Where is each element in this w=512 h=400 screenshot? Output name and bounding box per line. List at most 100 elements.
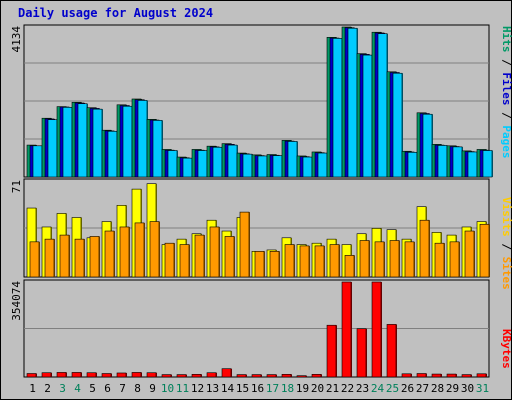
bar-kbytes-day-26 (401, 373, 412, 378)
bottom-panel-legend: KBytes (500, 329, 512, 369)
bar-kbytes-day-30 (461, 374, 472, 378)
bar-pages-day-17 (272, 155, 283, 178)
x-tick-label-day-20: 20 (311, 382, 324, 395)
bar-pages-day-18 (287, 141, 298, 178)
x-tick-label-day-17: 17 (266, 382, 279, 395)
bar-sites-day-19 (299, 245, 310, 278)
x-tick-label-day-30: 30 (461, 382, 474, 395)
bar-kbytes-day-9 (146, 372, 157, 378)
bar-pages-day-27 (422, 113, 433, 178)
bar-kbytes-day-25 (386, 324, 397, 378)
bar-pages-day-19 (302, 156, 313, 178)
bar-kbytes-day-24 (371, 281, 382, 378)
bar-kbytes-day-29 (446, 373, 457, 378)
bar-pages-day-23 (362, 54, 373, 178)
bar-sites-day-25 (389, 240, 400, 278)
bar-pages-day-4 (77, 103, 88, 178)
bar-kbytes-day-20 (311, 374, 322, 378)
middle-panel-legend: Visits / Sites (500, 197, 512, 290)
bar-kbytes-day-10 (161, 374, 172, 378)
bar-pages-day-7 (122, 105, 133, 178)
bar-kbytes-day-31 (476, 373, 487, 378)
bar-pages-day-24 (377, 33, 388, 178)
bar-sites-day-26 (404, 241, 415, 278)
bar-sites-day-24 (374, 241, 385, 278)
x-tick-label-day-6: 6 (104, 382, 111, 395)
bar-sites-day-28 (434, 242, 445, 278)
bar-sites-day-16 (254, 251, 265, 278)
bar-sites-day-27 (419, 219, 430, 278)
x-tick-label-day-15: 15 (236, 382, 249, 395)
bar-kbytes-day-3 (56, 372, 67, 378)
x-tick-label-day-3: 3 (59, 382, 66, 395)
x-tick-label-day-2: 2 (44, 382, 51, 395)
bar-kbytes-day-28 (431, 373, 442, 378)
legend-files: Files (500, 72, 512, 105)
bar-kbytes-day-13 (206, 372, 217, 378)
bar-sites-day-14 (224, 236, 235, 278)
x-tick-label-day-23: 23 (356, 382, 369, 395)
bar-kbytes-day-21 (326, 324, 337, 378)
bar-pages-day-8 (137, 100, 148, 178)
bar-pages-day-21 (332, 38, 343, 178)
bar-kbytes-day-12 (191, 374, 202, 378)
bar-sites-day-6 (104, 230, 115, 278)
bar-sites-day-31 (479, 223, 490, 278)
x-tick-label-day-1: 1 (29, 382, 36, 395)
bar-sites-day-17 (269, 251, 280, 278)
legend-visits: Visits (500, 197, 512, 237)
legend-hits: Hits (500, 26, 512, 53)
bar-pages-day-28 (437, 145, 448, 178)
bar-sites-day-29 (449, 241, 460, 278)
bar-kbytes-day-8 (131, 372, 142, 378)
bar-sites-day-12 (194, 234, 205, 278)
bar-pages-day-14 (227, 144, 238, 178)
bar-pages-day-6 (107, 130, 118, 178)
legend-kbytes: KBytes (500, 329, 512, 369)
bar-kbytes-day-18 (281, 374, 292, 378)
bar-pages-day-3 (62, 107, 73, 178)
bar-pages-day-25 (392, 72, 403, 178)
x-tick-label-day-10: 10 (161, 382, 174, 395)
bar-kbytes-day-19 (296, 375, 307, 378)
x-tick-label-day-8: 8 (134, 382, 141, 395)
bar-sites-day-23 (359, 240, 370, 278)
x-tick-label-day-24: 24 (371, 382, 385, 395)
bar-sites-day-30 (464, 230, 475, 278)
bar-pages-day-9 (152, 120, 163, 178)
bar-pages-day-11 (182, 157, 193, 178)
legend-pages: Pages (500, 125, 512, 158)
legend-sites: Sites (500, 257, 512, 290)
bar-kbytes-day-1 (26, 373, 37, 378)
top-panel-legend: Hits / Files / Pages (500, 26, 512, 159)
bar-kbytes-day-16 (251, 374, 262, 378)
bar-pages-day-10 (167, 150, 178, 178)
bar-pages-day-13 (212, 146, 223, 178)
x-tick-label-day-9: 9 (149, 382, 156, 395)
bar-sites-day-3 (59, 234, 70, 278)
bar-pages-day-2 (47, 119, 58, 178)
bar-kbytes-day-23 (356, 328, 367, 378)
bar-sites-day-2 (44, 238, 55, 278)
bar-sites-day-4 (74, 238, 85, 278)
x-tick-label-day-31: 31 (476, 382, 489, 395)
bar-kbytes-day-4 (71, 372, 82, 378)
x-tick-label-day-11: 11 (176, 382, 189, 395)
x-tick-label-day-18: 18 (281, 382, 294, 395)
bar-kbytes-day-5 (86, 372, 97, 378)
top-panel (23, 24, 493, 178)
x-tick-label-day-27: 27 (416, 382, 429, 395)
bar-kbytes-day-22 (341, 281, 352, 378)
bar-kbytes-day-2 (41, 372, 52, 378)
bar-sites-day-11 (179, 244, 190, 278)
x-tick-label-day-5: 5 (89, 382, 96, 395)
bar-pages-day-12 (197, 150, 208, 178)
bar-sites-day-8 (134, 222, 145, 278)
middle-panel-ymax-label: 71 (10, 180, 23, 193)
bar-pages-day-20 (317, 152, 328, 178)
x-tick-label-day-14: 14 (221, 382, 235, 395)
bar-pages-day-31 (482, 150, 493, 178)
bar-sites-day-5 (89, 236, 100, 278)
bar-pages-day-29 (452, 146, 463, 178)
